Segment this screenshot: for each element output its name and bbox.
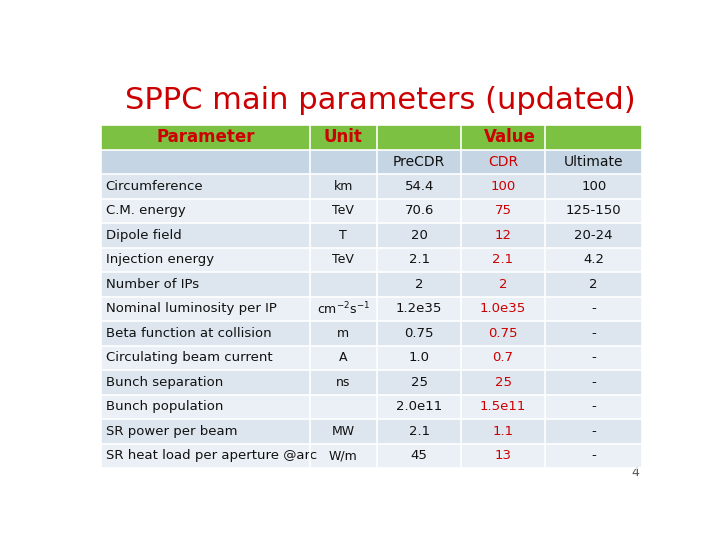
Text: 4.2: 4.2 bbox=[583, 253, 604, 266]
Bar bbox=[101, 199, 642, 223]
Text: cm$^{-2}$s$^{-1}$: cm$^{-2}$s$^{-1}$ bbox=[317, 301, 370, 317]
Text: m: m bbox=[337, 327, 349, 340]
Text: Circulating beam current: Circulating beam current bbox=[106, 352, 272, 365]
Text: 125-150: 125-150 bbox=[566, 204, 621, 217]
Text: W/m: W/m bbox=[329, 449, 358, 462]
Bar bbox=[101, 174, 642, 199]
Text: TeV: TeV bbox=[333, 204, 354, 217]
Text: 2.1: 2.1 bbox=[492, 253, 513, 266]
Text: 1.0: 1.0 bbox=[409, 352, 430, 365]
Text: C.M. energy: C.M. energy bbox=[106, 204, 185, 217]
Text: km: km bbox=[333, 180, 353, 193]
Text: Bunch population: Bunch population bbox=[106, 400, 223, 413]
Text: 25: 25 bbox=[410, 376, 428, 389]
Bar bbox=[101, 346, 642, 370]
Text: A: A bbox=[339, 352, 348, 365]
Bar bbox=[101, 444, 642, 468]
Text: TeV: TeV bbox=[333, 253, 354, 266]
Bar bbox=[101, 321, 642, 346]
Text: -: - bbox=[591, 449, 596, 462]
Text: Ultimate: Ultimate bbox=[564, 155, 624, 169]
Text: T: T bbox=[340, 229, 347, 242]
Bar bbox=[101, 150, 642, 174]
Text: 2: 2 bbox=[590, 278, 598, 291]
Text: Value: Value bbox=[484, 129, 536, 146]
Text: ns: ns bbox=[336, 376, 351, 389]
Text: 1.2e35: 1.2e35 bbox=[396, 302, 442, 315]
Bar bbox=[101, 125, 642, 150]
Text: -: - bbox=[591, 327, 596, 340]
Text: 100: 100 bbox=[490, 180, 516, 193]
Text: -: - bbox=[591, 376, 596, 389]
Text: 4: 4 bbox=[631, 465, 639, 478]
Text: -: - bbox=[591, 400, 596, 413]
Bar bbox=[101, 296, 642, 321]
Text: Number of IPs: Number of IPs bbox=[106, 278, 199, 291]
Text: 2.0e11: 2.0e11 bbox=[396, 400, 442, 413]
Text: 2.1: 2.1 bbox=[408, 425, 430, 438]
Text: Beta function at collision: Beta function at collision bbox=[106, 327, 271, 340]
Text: PreCDR: PreCDR bbox=[393, 155, 445, 169]
Text: 25: 25 bbox=[495, 376, 511, 389]
Text: Parameter: Parameter bbox=[156, 129, 255, 146]
Text: Bunch separation: Bunch separation bbox=[106, 376, 223, 389]
Bar bbox=[101, 223, 642, 248]
Text: 1.0e35: 1.0e35 bbox=[480, 302, 526, 315]
Text: Circumference: Circumference bbox=[106, 180, 203, 193]
Text: -: - bbox=[591, 425, 596, 438]
Text: Nominal luminosity per IP: Nominal luminosity per IP bbox=[106, 302, 276, 315]
Text: 45: 45 bbox=[410, 449, 428, 462]
Text: -: - bbox=[591, 352, 596, 365]
Bar bbox=[101, 248, 642, 272]
Bar bbox=[101, 272, 642, 296]
Text: 70.6: 70.6 bbox=[405, 204, 434, 217]
Text: 1.5e11: 1.5e11 bbox=[480, 400, 526, 413]
Bar bbox=[101, 419, 642, 444]
Text: MW: MW bbox=[332, 425, 355, 438]
Text: 20: 20 bbox=[410, 229, 428, 242]
Text: CDR: CDR bbox=[488, 155, 518, 169]
Text: 13: 13 bbox=[495, 449, 511, 462]
Text: SR heat load per aperture @arc: SR heat load per aperture @arc bbox=[106, 449, 317, 462]
Text: -: - bbox=[591, 302, 596, 315]
Text: 100: 100 bbox=[581, 180, 606, 193]
Bar bbox=[101, 395, 642, 419]
Text: 2.1: 2.1 bbox=[408, 253, 430, 266]
Text: SPPC main parameters (updated): SPPC main parameters (updated) bbox=[125, 85, 636, 114]
Text: 12: 12 bbox=[495, 229, 511, 242]
Text: 2: 2 bbox=[415, 278, 423, 291]
Text: 0.75: 0.75 bbox=[488, 327, 518, 340]
Text: 54.4: 54.4 bbox=[405, 180, 434, 193]
Text: 2: 2 bbox=[499, 278, 508, 291]
Text: 20-24: 20-24 bbox=[575, 229, 613, 242]
Text: 0.7: 0.7 bbox=[492, 352, 513, 365]
Bar bbox=[101, 370, 642, 395]
Text: Injection energy: Injection energy bbox=[106, 253, 214, 266]
Text: 1.1: 1.1 bbox=[492, 425, 513, 438]
Text: Dipole field: Dipole field bbox=[106, 229, 181, 242]
Text: 0.75: 0.75 bbox=[405, 327, 434, 340]
Text: Unit: Unit bbox=[324, 129, 363, 146]
Text: SR power per beam: SR power per beam bbox=[106, 425, 237, 438]
Text: 75: 75 bbox=[495, 204, 511, 217]
